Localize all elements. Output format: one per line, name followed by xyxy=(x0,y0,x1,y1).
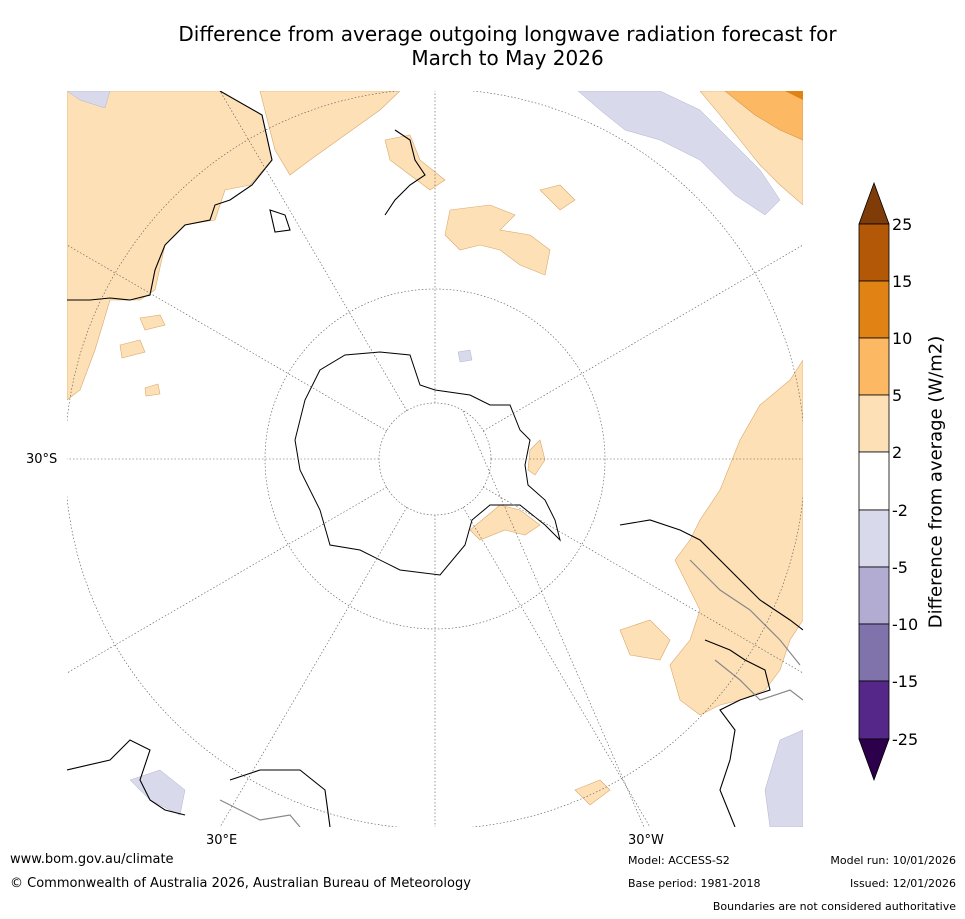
boundary-south-america-2 xyxy=(714,659,803,701)
anomaly-positive-mid xyxy=(724,91,803,141)
meridian-150e xyxy=(219,506,408,827)
anomaly-region-pacific-small xyxy=(539,184,576,211)
anomaly-region-neg-north-pacific xyxy=(577,91,781,216)
coastline-southern-land xyxy=(229,769,331,827)
meridian-30e xyxy=(219,91,408,412)
colorbar-tick-5: 5 xyxy=(892,386,903,405)
anomaly-negative-light xyxy=(67,91,803,827)
colorbar-bin-2-5 xyxy=(858,394,890,453)
footer-url: www.bom.gov.au/climate xyxy=(10,852,174,867)
colorbar-over-triangle xyxy=(858,181,890,225)
antarctica-coastline xyxy=(294,351,561,576)
latitude-label-30s: 30°S xyxy=(26,452,58,467)
footer-base-period: Base period: 1981-2018 xyxy=(628,877,761,890)
colorbar-bin-neg10-neg5 xyxy=(858,566,890,625)
colorbar-axis-label: Difference from average (W/m2) xyxy=(925,335,947,629)
colorbar-under-triangle xyxy=(858,738,890,782)
country-boundaries xyxy=(219,559,803,827)
anomaly-region-africa-west xyxy=(619,619,671,661)
coastline-africa-south xyxy=(67,739,186,816)
footer-disclaimer: Boundaries are not considered authoritat… xyxy=(712,900,956,913)
colorbar-bin-neg15-neg10 xyxy=(858,623,890,682)
coastline-south-america-lower xyxy=(704,639,771,827)
colorbar-bin-neg25-neg15 xyxy=(858,680,890,740)
anomaly-region-south-pacific xyxy=(259,91,401,176)
meridian-60w xyxy=(482,244,803,432)
anomaly-region-tasman xyxy=(384,134,446,191)
boundary-south-america-1 xyxy=(689,559,801,666)
colorbar-tick-neg2: -2 xyxy=(892,501,908,520)
coastline-new-zealand xyxy=(384,129,426,216)
coastlines xyxy=(67,91,803,827)
latitude-circle-mid xyxy=(264,288,606,630)
colorbar-tick-25: 25 xyxy=(892,215,913,234)
coastline-tasmania xyxy=(269,209,291,233)
map-title: Difference from average outgoing longwav… xyxy=(100,22,915,70)
colorbar-tick-neg5: -5 xyxy=(892,558,908,577)
colorbar-tick-neg10: -10 xyxy=(892,615,919,634)
anomaly-region-indian-3 xyxy=(144,383,161,397)
anomaly-positive-strong xyxy=(785,91,803,100)
anomaly-region-neg-southern xyxy=(129,769,186,816)
footer-copyright: © Commonwealth of Australia 2026, Austra… xyxy=(10,876,471,891)
boundary-southern-land xyxy=(219,799,301,827)
colorbar-bin-5-10 xyxy=(858,337,890,396)
meridian-30w xyxy=(462,410,645,827)
colorbar-bin-15-25 xyxy=(858,223,890,282)
anomaly-region-peninsula xyxy=(469,504,541,541)
colorbar-bin-10-15 xyxy=(858,280,890,339)
meridian-120e xyxy=(67,486,388,674)
footer-issued: Issued: 12/01/2026 xyxy=(849,877,956,890)
colorbar-bin-neg5-neg2 xyxy=(858,509,890,568)
footer-model: Model: ACCESS-S2 xyxy=(628,854,730,867)
coastline-south-america xyxy=(619,519,803,631)
anomaly-region-south-america xyxy=(669,359,803,716)
colorbar-tick-10: 10 xyxy=(892,329,913,348)
anomaly-region-scotia xyxy=(527,439,546,476)
anomaly-region-indian-2 xyxy=(119,339,146,359)
longitude-label-30e: 30°E xyxy=(206,833,238,848)
title-line-2: March to May 2026 xyxy=(411,46,604,70)
anomaly-region-neg-atlantic xyxy=(764,729,803,827)
map-area xyxy=(67,91,803,827)
anomaly-region-neg-small xyxy=(457,349,473,363)
anomaly-region-pacific-islands xyxy=(444,204,551,276)
colorbar xyxy=(858,181,890,782)
colorbar-tick-15: 15 xyxy=(892,272,913,291)
colorbar-bin-neg2-2 xyxy=(858,451,890,511)
meridian-60e xyxy=(67,244,388,432)
meridian-150w xyxy=(462,506,651,827)
colorbar-tick-2: 2 xyxy=(892,443,903,462)
anomaly-positive-light xyxy=(67,91,803,806)
anomaly-region-neg-coast xyxy=(67,91,111,109)
title-line-1: Difference from average outgoing longwav… xyxy=(178,22,837,46)
anomaly-region-indian-1 xyxy=(139,314,166,331)
graticule xyxy=(67,91,803,827)
colorbar-tick-neg25: -25 xyxy=(892,730,919,749)
colorbar-tick-neg15: -15 xyxy=(892,672,919,691)
footer-model-run: Model run: 10/01/2026 xyxy=(830,854,956,867)
longitude-label-30w: 30°W xyxy=(628,833,664,848)
anomaly-region-atlantic xyxy=(574,779,611,806)
meridian-120w xyxy=(482,486,803,674)
